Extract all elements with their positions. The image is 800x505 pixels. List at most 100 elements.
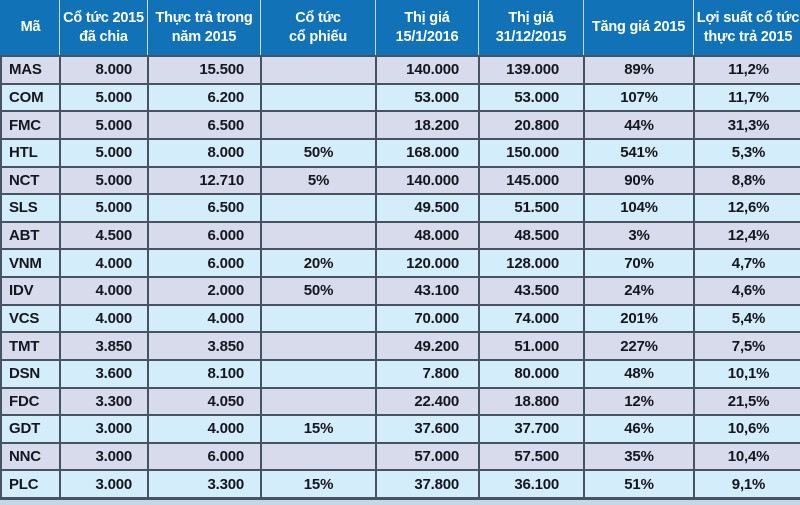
column-header-thi_gia_31_12_2015: Thị giá 31/12/2015 (478, 0, 583, 55)
cell-loi_suat_co_tuc: 10,1% (693, 360, 800, 387)
table-row-vnm: VNM 4.000 6.000 20% 120.000 128.000 70% 4,7% (2, 248, 800, 276)
cell-thuc_tra_2015: 3.850 (147, 333, 260, 359)
table-row-idv: IDV 4.000 2.000 50% 43.100 43.500 24% 4,6% (2, 276, 800, 304)
cell-co_tuc_co_phieu (260, 84, 375, 111)
cell-tang_gia_2015: 70% (583, 250, 693, 276)
cell-tang_gia_2015: 201% (583, 305, 693, 332)
cell-tang_gia_2015: 24% (583, 278, 693, 304)
cell-ma: GDT (2, 416, 59, 442)
table-row-com: COM 5.000 6.200 53.000 53.000 107% 11,7% (2, 82, 800, 111)
cell-co_tuc_da_chia: 3.000 (59, 471, 147, 497)
cell-thi_gia_31_12_2015: 18.800 (478, 388, 583, 415)
cell-thuc_tra_2015: 6.500 (147, 195, 260, 221)
cell-thuc_tra_2015: 6.000 (147, 250, 260, 276)
cell-tang_gia_2015: 51% (583, 471, 693, 497)
cell-co_tuc_co_phieu (260, 333, 375, 359)
column-header-thuc_tra_2015: Thực trả trong năm 2015 (147, 0, 260, 55)
column-header-thi_gia_15_1_2016: Thị giá 15/1/2016 (375, 0, 478, 55)
cell-tang_gia_2015: 3% (583, 222, 693, 249)
cell-tang_gia_2015: 90% (583, 167, 693, 194)
cell-ma: IDV (2, 278, 59, 304)
cell-tang_gia_2015: 48% (583, 360, 693, 387)
cell-thi_gia_31_12_2015: 145.000 (478, 167, 583, 194)
cell-thi_gia_31_12_2015: 51.500 (478, 195, 583, 221)
cell-ma: PLC (2, 471, 59, 497)
cell-thi_gia_15_1_2016: 49.200 (375, 333, 478, 359)
cell-thi_gia_15_1_2016: 43.100 (375, 278, 478, 304)
cell-loi_suat_co_tuc: 10,6% (693, 416, 800, 442)
table-row-dsn: DSN 3.600 8.100 7.800 80.000 48% 10,1% (2, 358, 800, 387)
cell-thi_gia_31_12_2015: 51.000 (478, 333, 583, 359)
cell-tang_gia_2015: 35% (583, 443, 693, 470)
cell-co_tuc_da_chia: 3.850 (59, 333, 147, 359)
cell-loi_suat_co_tuc: 12,6% (693, 195, 800, 221)
table-row-nnc: NNC 3.000 6.000 57.000 57.500 35% 10,4% (2, 441, 800, 470)
cell-thi_gia_31_12_2015: 57.500 (478, 443, 583, 470)
cell-tang_gia_2015: 104% (583, 195, 693, 221)
cell-thi_gia_15_1_2016: 140.000 (375, 167, 478, 194)
cell-loi_suat_co_tuc: 21,5% (693, 388, 800, 415)
cell-thuc_tra_2015: 3.300 (147, 471, 260, 497)
cell-co_tuc_co_phieu: 5% (260, 167, 375, 194)
cell-co_tuc_co_phieu: 20% (260, 250, 375, 276)
cell-tang_gia_2015: 227% (583, 333, 693, 359)
cell-thuc_tra_2015: 6.000 (147, 443, 260, 470)
cell-thi_gia_15_1_2016: 53.000 (375, 84, 478, 111)
cell-thuc_tra_2015: 8.100 (147, 360, 260, 387)
cell-co_tuc_co_phieu (260, 112, 375, 138)
cell-ma: TMT (2, 333, 59, 359)
cell-thuc_tra_2015: 12.710 (147, 167, 260, 194)
table-row-gdt: GDT 3.000 4.000 15% 37.600 37.700 46% 10,6% (2, 414, 800, 442)
cell-thi_gia_31_12_2015: 74.000 (478, 305, 583, 332)
cell-thi_gia_31_12_2015: 36.100 (478, 471, 583, 497)
cell-thi_gia_31_12_2015: 80.000 (478, 360, 583, 387)
cell-thi_gia_15_1_2016: 7.800 (375, 360, 478, 387)
cell-co_tuc_co_phieu (260, 195, 375, 221)
column-header-tang_gia_2015: Tăng giá 2015 (583, 0, 693, 55)
cell-co_tuc_da_chia: 3.000 (59, 416, 147, 442)
cell-thuc_tra_2015: 4.000 (147, 416, 260, 442)
table-row-htl: HTL 5.000 8.000 50% 168.000 150.000 541% 5,3% (2, 137, 800, 166)
cell-thi_gia_15_1_2016: 120.000 (375, 250, 478, 276)
cell-loi_suat_co_tuc: 11,2% (693, 57, 800, 83)
cell-tang_gia_2015: 107% (583, 84, 693, 111)
cell-co_tuc_co_phieu (260, 388, 375, 415)
cell-co_tuc_da_chia: 3.600 (59, 360, 147, 387)
cell-co_tuc_da_chia: 4.500 (59, 222, 147, 249)
cell-ma: COM (2, 84, 59, 111)
table-row-plc: PLC 3.000 3.300 15% 37.800 36.100 51% 9,1% (2, 469, 800, 497)
table-header-row: Mã Cổ tức 2015 đã chia Thực trả trong năm … (0, 0, 800, 55)
table-row-nct: NCT 5.000 12.710 5% 140.000 145.000 90% 8,8% (2, 165, 800, 194)
cell-ma: HTL (2, 139, 59, 166)
table-body: MAS 8.000 15.500 140.000 139.000 89% 11,2% COM 5… (0, 55, 800, 497)
table-row-vcs: VCS 4.000 4.000 70.000 74.000 201% 5,4% (2, 303, 800, 332)
cell-loi_suat_co_tuc: 4,6% (693, 278, 800, 304)
cell-thuc_tra_2015: 6.500 (147, 112, 260, 138)
cell-ma: FDC (2, 388, 59, 415)
cell-co_tuc_da_chia: 5.000 (59, 139, 147, 166)
cell-co_tuc_co_phieu (260, 443, 375, 470)
cell-ma: SLS (2, 195, 59, 221)
table-row-abt: ABT 4.500 6.000 48.000 48.500 3% 12,4% (2, 220, 800, 249)
cell-co_tuc_da_chia: 5.000 (59, 195, 147, 221)
cell-thi_gia_15_1_2016: 37.800 (375, 471, 478, 497)
cell-thi_gia_15_1_2016: 48.000 (375, 222, 478, 249)
cell-co_tuc_co_phieu: 50% (260, 139, 375, 166)
cell-ma: VCS (2, 305, 59, 332)
cell-co_tuc_da_chia: 5.000 (59, 84, 147, 111)
cell-thi_gia_15_1_2016: 37.600 (375, 416, 478, 442)
cell-loi_suat_co_tuc: 7,5% (693, 333, 800, 359)
cell-thi_gia_15_1_2016: 18.200 (375, 112, 478, 138)
cell-tang_gia_2015: 46% (583, 416, 693, 442)
cell-co_tuc_da_chia: 4.000 (59, 278, 147, 304)
cell-co_tuc_co_phieu: 15% (260, 471, 375, 497)
cell-thuc_tra_2015: 8.000 (147, 139, 260, 166)
column-header-loi_suat_co_tuc: Lợi suất cổ tức thực trả 2015 (693, 0, 800, 55)
cell-thuc_tra_2015: 4.050 (147, 388, 260, 415)
cell-thi_gia_31_12_2015: 20.800 (478, 112, 583, 138)
cell-thi_gia_15_1_2016: 49.500 (375, 195, 478, 221)
cell-thi_gia_31_12_2015: 43.500 (478, 278, 583, 304)
cell-thuc_tra_2015: 6.000 (147, 222, 260, 249)
cell-thi_gia_31_12_2015: 128.000 (478, 250, 583, 276)
